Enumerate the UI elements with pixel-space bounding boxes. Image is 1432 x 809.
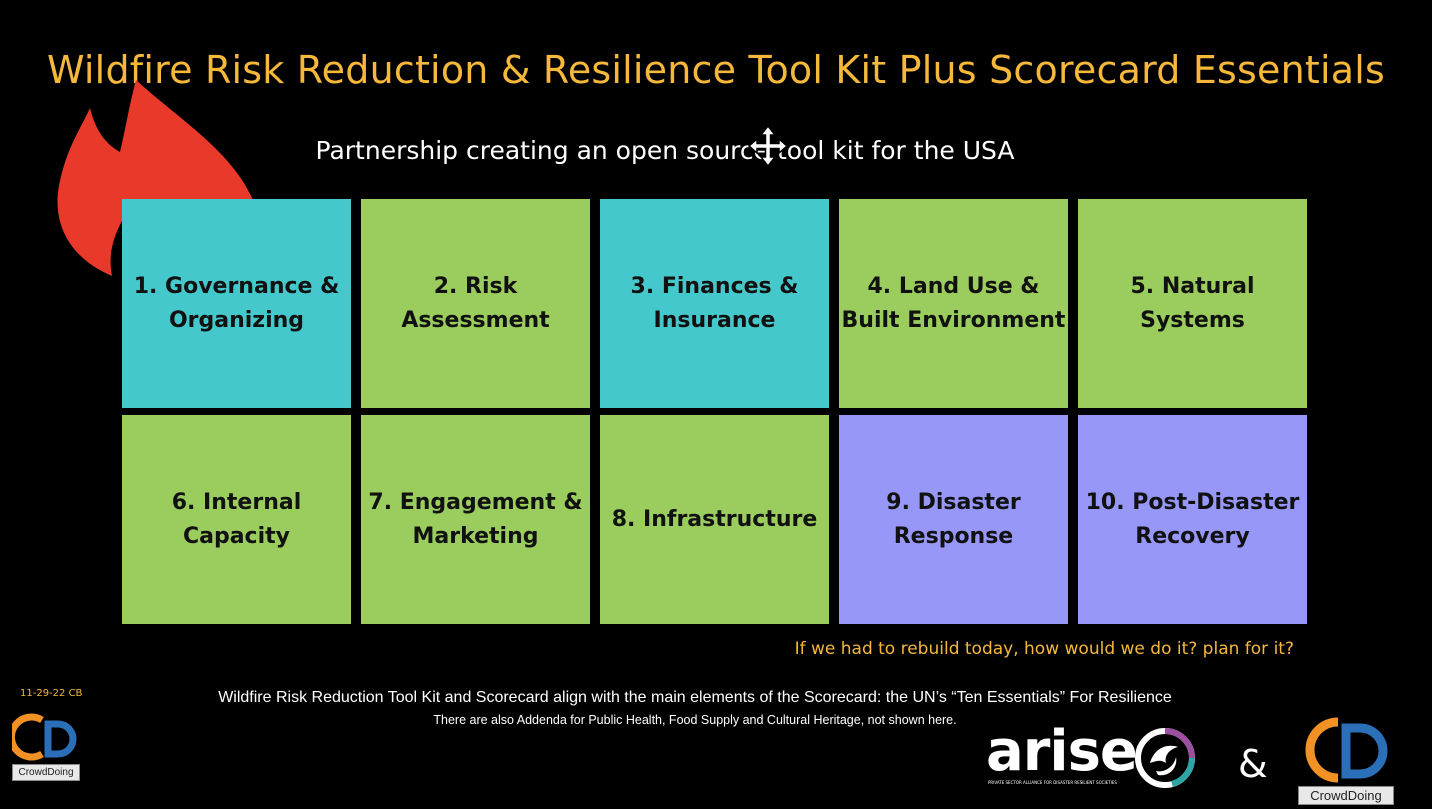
essential-tile-2[interactable]: 2. Risk Assessment: [361, 199, 590, 408]
crowddoing-logo-large: CrowdDoing: [1296, 714, 1396, 806]
arise-tagline: PRIVATE SECTOR ALLIANCE FOR DISASTER RES…: [988, 780, 1117, 785]
addenda-note: There are also Addenda for Public Health…: [433, 713, 957, 727]
slide-title: Wildfire Risk Reduction & Resilience Too…: [46, 48, 1386, 92]
arise-wordmark: arise: [986, 719, 1138, 784]
arise-logo: [1135, 728, 1195, 788]
rebuild-question: If we had to rebuild today, how would we…: [794, 639, 1294, 659]
crowddoing-logo-small: CrowdDoing: [12, 712, 82, 782]
crowddoing-label-small: CrowdDoing: [12, 764, 80, 781]
essential-tile-4[interactable]: 4. Land Use & Built Environment: [839, 199, 1068, 408]
flame-icon: [57, 80, 258, 306]
essential-tile-8[interactable]: 8. Infrastructure: [600, 415, 829, 624]
crowddoing-label-large: CrowdDoing: [1298, 786, 1394, 805]
ampersand: &: [1238, 742, 1268, 786]
essential-tile-3[interactable]: 3. Finances & Insurance: [600, 199, 829, 408]
date-stamp: 11-29-22 CB: [20, 688, 83, 699]
move-cursor-icon: [748, 124, 788, 168]
alignment-note: Wildfire Risk Reduction Tool Kit and Sco…: [218, 689, 1172, 706]
essential-tile-1[interactable]: 1. Governance & Organizing: [122, 199, 351, 408]
essential-tile-9[interactable]: 9. Disaster Response: [839, 415, 1068, 624]
crowddoing-logo: [12, 713, 77, 761]
essential-tile-7[interactable]: 7. Engagement & Marketing: [361, 415, 590, 624]
essential-tile-6[interactable]: 6. Internal Capacity: [122, 415, 351, 624]
slide-subtitle: Partnership creating an open source tool…: [315, 136, 1015, 165]
essential-tile-5[interactable]: 5. Natural Systems: [1078, 199, 1307, 408]
essential-tile-10[interactable]: 10. Post-Disaster Recovery: [1078, 415, 1307, 624]
crowddoing-logo: [1305, 717, 1388, 783]
